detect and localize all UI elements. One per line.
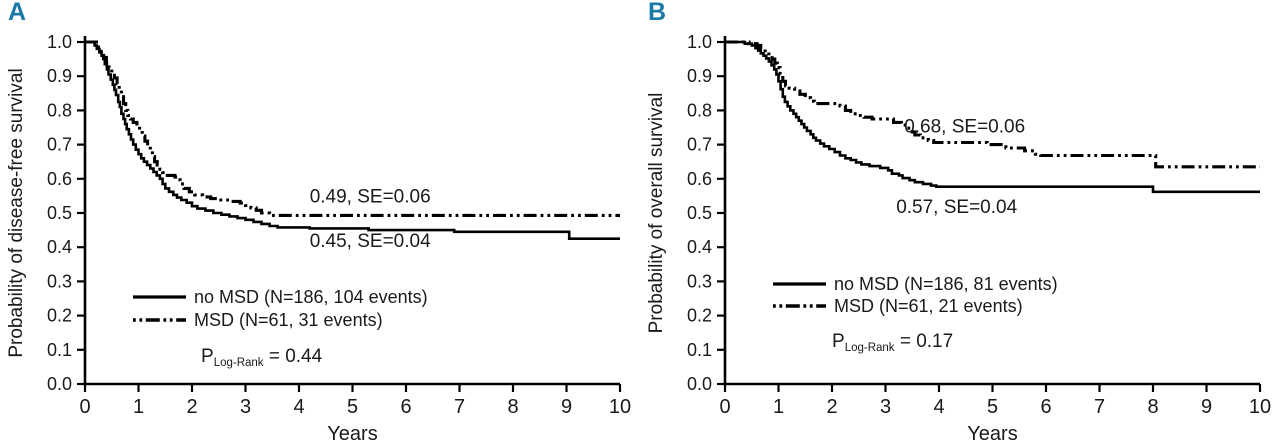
y-tick-label: 0.1	[47, 340, 72, 360]
legend-label-msd: MSD (N=61, 31 events)	[194, 310, 383, 330]
y-tick-label: 0.4	[47, 237, 72, 257]
x-tick-label: 10	[609, 396, 631, 418]
x-tick-label: 6	[400, 396, 411, 418]
x-tick-label: 1	[133, 396, 144, 418]
panel-a-label: A	[8, 0, 27, 26]
x-tick-label: 5	[347, 396, 358, 418]
p-logrank-label: PLog-Rank = 0.17	[832, 331, 953, 354]
panel-b-chart: 0.0 0.1 0.2 0.3 0.4 0.5 0.6 0.7 0.8 0.9 1.0 0 1 2 3 4 5 6…	[646, 32, 1271, 445]
x-tick-label: 2	[826, 396, 837, 418]
x-tick-label: 0	[719, 396, 730, 418]
y-axis-title: Probability of disease-free survival	[6, 68, 27, 357]
panel-b-label: B	[648, 0, 667, 26]
x-tick-label: 1	[773, 396, 784, 418]
legend-label-no-msd: no MSD (N=186, 81 events)	[834, 274, 1058, 294]
x-tick-label: 7	[1094, 396, 1105, 418]
x-tick-label: 9	[1201, 396, 1212, 418]
panel-a: A 0.0 0.1 0.2 0.3 0.4 0.5 0.6 0.7 0.8 0.9 1.0 0 1 2 3 4…	[6, 0, 631, 445]
x-tick-label: 10	[1249, 396, 1271, 418]
panel-b: B 0.0 0.1 0.2 0.3 0.4 0.5 0.6 0.7 0.8 0.9 1.0 0 1 2 3 4…	[640, 0, 1280, 448]
x-tick-label: 4	[293, 396, 304, 418]
x-tick-label: 2	[186, 396, 197, 418]
y-tick-label: 0.9	[47, 66, 72, 86]
y-tick-label: 0.6	[687, 169, 712, 189]
y-tick-label: 0.7	[47, 135, 72, 155]
survival-curve-no-msd	[85, 40, 620, 240]
x-axis-title: Years	[327, 423, 377, 445]
y-tick-label: 0.3	[687, 271, 712, 291]
survival-curve-msd	[725, 40, 1260, 169]
x-tick-label: 3	[240, 396, 251, 418]
y-axis-title: Probability of overall survival	[646, 93, 667, 334]
y-tick-label: 0.9	[687, 66, 712, 86]
y-tick-label: 0.5	[687, 203, 712, 223]
y-tick-label: 0.0	[687, 374, 712, 394]
curve-annotation-0: 0.68, SE=0.06	[904, 117, 1025, 138]
x-axis-title: Years	[967, 423, 1017, 445]
x-tick-label: 0	[79, 396, 90, 418]
x-tick-label: 7	[454, 396, 465, 418]
x-tick-label: 3	[880, 396, 891, 418]
y-tick-label: 0.6	[47, 169, 72, 189]
curve-annotation-1: 0.57, SE=0.04	[896, 197, 1017, 218]
y-tick-label: 1.0	[687, 32, 712, 52]
y-tick-label: 0.1	[687, 340, 712, 360]
y-tick-label: 0.0	[47, 374, 72, 394]
y-tick-label: 0.3	[47, 271, 72, 291]
y-tick-label: 1.0	[47, 32, 72, 52]
legend-label-msd: MSD (N=61, 21 events)	[834, 296, 1023, 316]
x-tick-label: 5	[987, 396, 998, 418]
x-tick-label: 6	[1040, 396, 1051, 418]
x-tick-label: 4	[933, 396, 944, 418]
survival-curve-no-msd	[725, 40, 1260, 194]
y-tick-label: 0.4	[687, 237, 712, 257]
y-tick-label: 0.8	[687, 100, 712, 120]
y-tick-label: 0.8	[47, 100, 72, 120]
curve-annotation-0: 0.49, SE=0.06	[310, 187, 431, 208]
curve-annotation-1: 0.45, SE=0.04	[310, 231, 431, 252]
y-tick-label: 0.5	[47, 203, 72, 223]
y-tick-label: 0.2	[47, 306, 72, 326]
x-tick-label: 9	[561, 396, 572, 418]
y-tick-label: 0.7	[687, 135, 712, 155]
panel-a-chart: 0.0 0.1 0.2 0.3 0.4 0.5 0.6 0.7 0.8 0.9 1.0 0 1 2 3 4 5 6…	[6, 32, 631, 445]
legend-label-no-msd: no MSD (N=186, 104 events)	[194, 287, 428, 307]
y-tick-label: 0.2	[687, 306, 712, 326]
survival-curve-msd	[85, 40, 620, 217]
x-tick-label: 8	[507, 396, 518, 418]
p-logrank-label: PLog-Rank = 0.44	[201, 346, 323, 369]
x-tick-label: 8	[1147, 396, 1158, 418]
